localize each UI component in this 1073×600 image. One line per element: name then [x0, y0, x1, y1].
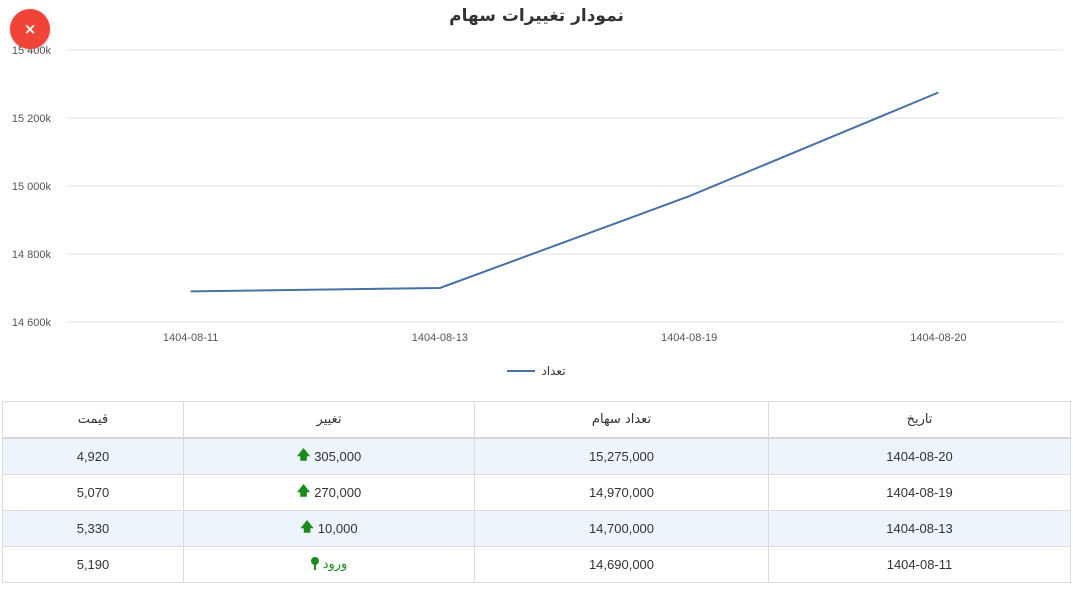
cell-shares: 14,690,000 [474, 546, 769, 583]
arrow-up-icon: 🡅 [300, 518, 314, 534]
chart-legend[interactable]: تعداد [0, 364, 1073, 378]
cell-price: 5,190 [2, 546, 184, 583]
cell-shares: 14,970,000 [474, 474, 769, 511]
cell-price: 5,070 [2, 474, 184, 511]
table-header-row: تاریخ تعداد سهام تغییر قیمت [2, 401, 1071, 439]
cell-price: 4,920 [2, 437, 184, 475]
cell-change: ورود [183, 546, 475, 583]
arrow-up-icon: 🡅 [296, 446, 311, 462]
cell-change: 🡅 10,000 [183, 510, 475, 547]
table-row: 1404-08-13 14,700,000 🡅 10,000 5,330 [2, 510, 1071, 547]
table-row: 1404-08-11 14,690,000 ورود 5,190 [2, 546, 1071, 583]
cell-shares: 14,700,000 [474, 510, 769, 547]
table-row: 1404-08-20 15,275,000 🡅 305,000 4,920 [2, 437, 1071, 475]
y-tick-label: 14 800k [12, 249, 52, 261]
cell-change: 🡅 305,000 [183, 437, 475, 475]
cell-price: 5,330 [2, 510, 184, 547]
cell-date: 1404-08-20 [768, 437, 1071, 475]
series-line-count [190, 91, 939, 293]
y-tick-label: 15 400k [12, 45, 52, 57]
x-tick-label: 1404-08-11 [163, 332, 218, 344]
cell-shares: 15,275,000 [474, 437, 769, 475]
cell-date: 1404-08-13 [768, 510, 1071, 547]
y-tick-label: 15 000k [12, 181, 52, 193]
legend-label: تعداد [541, 364, 566, 378]
y-tick-label: 14 600k [12, 317, 52, 329]
table-row: 1404-08-19 14,970,000 🡅 270,000 5,070 [2, 474, 1071, 511]
x-tick-label: 1404-08-19 [661, 332, 717, 344]
header-shares[interactable]: تعداد سهام [474, 401, 769, 439]
pin-icon [310, 557, 319, 571]
shares-table: تاریخ تعداد سهام تغییر قیمت 1404-08-20 1… [2, 401, 1071, 583]
header-change[interactable]: تغییر [183, 401, 475, 439]
arrow-up-icon: 🡅 [296, 482, 311, 498]
chart-grid [66, 49, 1063, 323]
cell-date: 1404-08-11 [768, 546, 1071, 583]
x-tick-label: 1404-08-20 [910, 332, 966, 344]
legend-line-icon [507, 370, 536, 372]
close-icon: × [23, 20, 37, 38]
y-tick-label: 15 200k [12, 113, 52, 125]
x-tick-label: 1404-08-13 [412, 332, 468, 344]
cell-date: 1404-08-19 [768, 474, 1071, 511]
header-price[interactable]: قیمت [2, 401, 184, 439]
chart-title: نمودار تغییرات سهام [449, 6, 624, 26]
line-chart: 14 600k 14 800k 15 000k 15 200k 15 400k 1404… [12, 45, 1063, 344]
cell-change: 🡅 270,000 [183, 474, 475, 511]
close-button[interactable]: × [10, 9, 50, 49]
x-axis-labels: 1404-08-11 1404-08-13 1404-08-19 1404-08-20 [163, 332, 967, 344]
y-axis-labels: 14 600k 14 800k 15 000k 15 200k 15 400k [12, 45, 52, 329]
header-date[interactable]: تاریخ [768, 401, 1071, 439]
